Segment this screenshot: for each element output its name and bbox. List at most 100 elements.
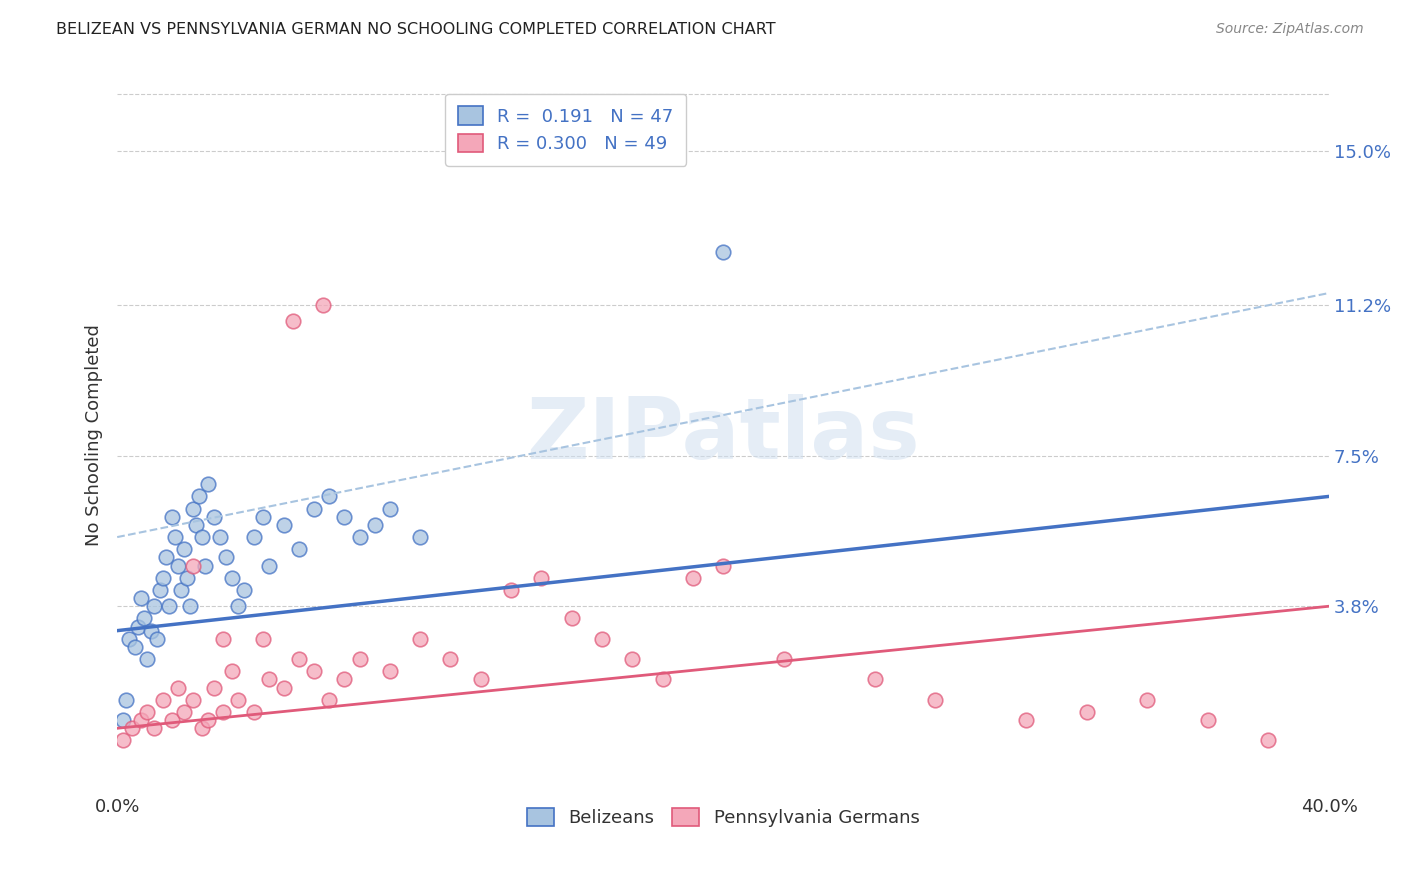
Point bbox=[409, 530, 432, 544]
Point bbox=[131, 713, 153, 727]
Point bbox=[682, 571, 704, 585]
Y-axis label: No Schooling Completed: No Schooling Completed bbox=[86, 325, 103, 546]
Point bbox=[188, 490, 211, 504]
Point bbox=[499, 582, 522, 597]
Point bbox=[288, 652, 311, 666]
Point bbox=[242, 530, 264, 544]
Point bbox=[202, 681, 225, 695]
Point bbox=[228, 693, 250, 707]
Point bbox=[149, 582, 172, 597]
Point bbox=[1136, 693, 1159, 707]
Point bbox=[409, 632, 432, 646]
Point bbox=[173, 705, 195, 719]
Point bbox=[142, 599, 165, 614]
Point bbox=[166, 681, 188, 695]
Point bbox=[176, 571, 198, 585]
Point bbox=[173, 542, 195, 557]
Point bbox=[273, 517, 295, 532]
Point bbox=[202, 509, 225, 524]
Point bbox=[134, 611, 156, 625]
Point bbox=[530, 571, 553, 585]
Point bbox=[318, 693, 340, 707]
Point bbox=[124, 640, 146, 654]
Point bbox=[252, 509, 274, 524]
Point bbox=[439, 652, 461, 666]
Point bbox=[318, 490, 340, 504]
Point bbox=[651, 673, 673, 687]
Point bbox=[1197, 713, 1219, 727]
Point bbox=[181, 558, 204, 573]
Point bbox=[591, 632, 613, 646]
Point bbox=[252, 632, 274, 646]
Point bbox=[157, 599, 180, 614]
Point bbox=[181, 693, 204, 707]
Point bbox=[152, 571, 174, 585]
Point bbox=[1257, 733, 1279, 747]
Point bbox=[115, 693, 138, 707]
Point bbox=[273, 681, 295, 695]
Point bbox=[127, 619, 149, 633]
Point bbox=[378, 501, 401, 516]
Point bbox=[163, 530, 186, 544]
Point bbox=[197, 477, 219, 491]
Point bbox=[242, 705, 264, 719]
Point bbox=[112, 713, 135, 727]
Point bbox=[333, 673, 356, 687]
Point bbox=[1076, 705, 1098, 719]
Point bbox=[166, 558, 188, 573]
Point bbox=[221, 665, 243, 679]
Point bbox=[152, 693, 174, 707]
Point bbox=[312, 298, 335, 312]
Point bbox=[155, 550, 177, 565]
Point bbox=[281, 314, 304, 328]
Text: Source: ZipAtlas.com: Source: ZipAtlas.com bbox=[1216, 22, 1364, 37]
Point bbox=[194, 558, 217, 573]
Text: ZIPatlas: ZIPatlas bbox=[526, 394, 920, 477]
Point bbox=[470, 673, 492, 687]
Point bbox=[711, 245, 734, 260]
Point bbox=[136, 652, 159, 666]
Point bbox=[228, 599, 250, 614]
Point bbox=[924, 693, 946, 707]
Point bbox=[711, 558, 734, 573]
Point bbox=[257, 673, 280, 687]
Point bbox=[179, 599, 201, 614]
Point bbox=[191, 721, 214, 735]
Point bbox=[160, 509, 183, 524]
Point bbox=[772, 652, 794, 666]
Point bbox=[197, 713, 219, 727]
Legend: Belizeans, Pennsylvania Germans: Belizeans, Pennsylvania Germans bbox=[519, 801, 927, 834]
Point bbox=[215, 550, 238, 565]
Point bbox=[191, 530, 214, 544]
Point bbox=[139, 624, 162, 638]
Point bbox=[112, 733, 135, 747]
Point bbox=[378, 665, 401, 679]
Point bbox=[145, 632, 167, 646]
Point bbox=[349, 530, 371, 544]
Point bbox=[561, 611, 583, 625]
Point bbox=[181, 501, 204, 516]
Point bbox=[118, 632, 141, 646]
Point bbox=[212, 705, 235, 719]
Point bbox=[621, 652, 644, 666]
Point bbox=[184, 517, 207, 532]
Point bbox=[349, 652, 371, 666]
Point bbox=[333, 509, 356, 524]
Point bbox=[209, 530, 232, 544]
Point bbox=[131, 591, 153, 606]
Point bbox=[1015, 713, 1038, 727]
Point bbox=[136, 705, 159, 719]
Point bbox=[170, 582, 193, 597]
Point bbox=[212, 632, 235, 646]
Point bbox=[160, 713, 183, 727]
Point bbox=[302, 665, 325, 679]
Point bbox=[142, 721, 165, 735]
Point bbox=[121, 721, 143, 735]
Point bbox=[221, 571, 243, 585]
Point bbox=[257, 558, 280, 573]
Point bbox=[233, 582, 256, 597]
Text: BELIZEAN VS PENNSYLVANIA GERMAN NO SCHOOLING COMPLETED CORRELATION CHART: BELIZEAN VS PENNSYLVANIA GERMAN NO SCHOO… bbox=[56, 22, 776, 37]
Point bbox=[288, 542, 311, 557]
Point bbox=[364, 517, 387, 532]
Point bbox=[863, 673, 886, 687]
